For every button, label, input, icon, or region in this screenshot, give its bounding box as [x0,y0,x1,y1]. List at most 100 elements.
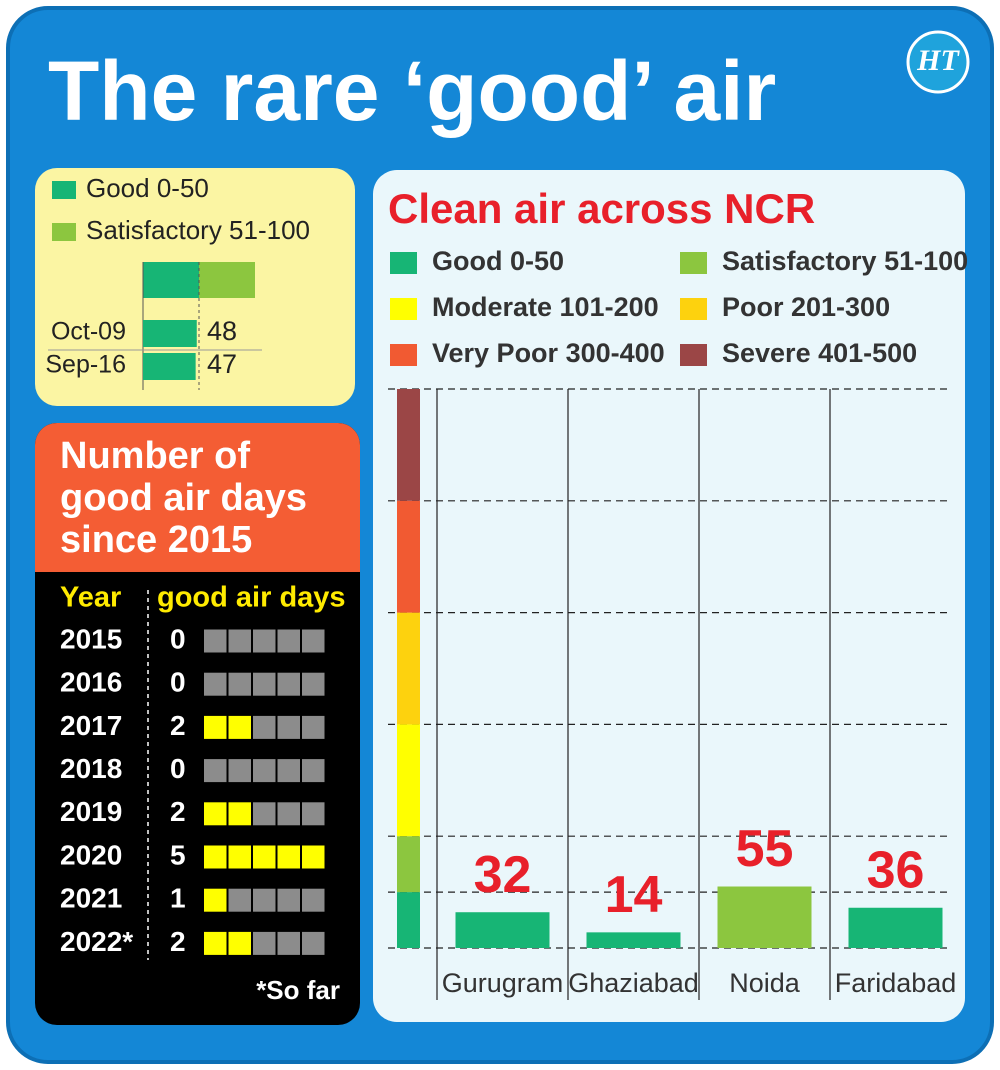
legend-swatch [680,344,707,366]
day-square [204,931,227,955]
value-label: 5 [170,839,186,870]
day-square [302,715,325,739]
category-label: Sep-16 [45,351,126,379]
scale-band [143,262,199,298]
panel-days-header [35,423,360,572]
value-label: 55 [736,820,794,878]
bar [143,320,197,347]
legend-swatch [52,223,76,241]
day-square [204,845,227,869]
scale-band [199,262,255,298]
day-square [204,759,227,783]
day-square [277,672,300,696]
scale-band [397,500,420,613]
bar [143,353,196,380]
legend-swatch [390,252,417,274]
day-square [204,672,227,696]
chart-title: Clean air across NCR [388,185,815,232]
day-square [253,715,276,739]
legend-label: Severe 401-500 [722,338,917,368]
day-squares [204,759,325,783]
value-label: 0 [170,623,186,654]
title-line: Number of [60,435,250,477]
value-label: 48 [207,316,237,346]
bar [848,907,943,948]
year-label: 2021 [60,883,122,914]
category-label: Oct-09 [51,318,126,346]
legend-swatch [680,298,707,320]
day-square [204,629,227,653]
legend-label: Satisfactory 51-100 [86,215,310,245]
day-square [228,802,251,826]
day-square [228,888,251,912]
title-line: good air days [60,477,307,519]
year-label: 2020 [60,839,122,870]
scale-band [397,724,420,837]
panel-days [35,423,360,1025]
value-label: 47 [207,349,237,379]
bar [586,932,681,948]
day-square [277,802,300,826]
year-label: 2017 [60,710,122,741]
day-square [277,845,300,869]
day-squares [204,802,325,826]
day-square [253,629,276,653]
legend-swatch [680,252,707,274]
day-squares [204,931,325,955]
day-square [228,759,251,783]
category-label: Gurugram [442,968,564,998]
day-square [228,629,251,653]
legend-label: Poor 201-300 [722,292,890,322]
day-square [253,845,276,869]
day-squares [204,888,325,912]
legend-label: Very Poor 300-400 [432,338,665,368]
value-label: 2 [170,796,186,827]
scale-band [397,892,420,948]
day-square [302,931,325,955]
logo-circle [906,30,970,94]
legend-swatch [390,344,417,366]
day-square [277,629,300,653]
day-square [253,931,276,955]
value-label: 1 [170,883,186,914]
day-square [302,802,325,826]
logo: HT [916,44,960,77]
title-line: since 2015 [60,519,252,561]
column-header: good air days [157,582,346,614]
legend-label: Good 0-50 [86,173,209,203]
bar [717,886,812,948]
day-square [253,888,276,912]
value-label: 32 [474,846,532,904]
day-square [302,759,325,783]
legend-swatch [52,181,76,199]
value-label: 14 [605,866,663,924]
footnote: *So far [256,975,340,1005]
day-square [277,759,300,783]
day-square [277,888,300,912]
year-label: 2015 [60,623,122,654]
value-label: 0 [170,667,186,698]
category-label: Faridabad [835,968,957,998]
main-title: The rare ‘good’ air [48,44,776,138]
day-square [228,845,251,869]
value-label: 36 [867,841,925,899]
day-square [228,672,251,696]
day-square [228,931,251,955]
value-label: 2 [170,926,186,957]
day-square [204,888,227,912]
value-label: 2 [170,710,186,741]
day-square [302,672,325,696]
year-label: 2022* [60,926,133,957]
day-square [204,802,227,826]
day-square [277,715,300,739]
day-squares [204,845,325,869]
bar [455,912,550,948]
day-square [277,931,300,955]
day-square [302,888,325,912]
panel-title: Number of good air days since 2015 [60,435,307,561]
panel-ncr [373,170,965,1022]
day-squares [204,629,325,653]
value-label: 0 [170,753,186,784]
year-label: 2016 [60,667,122,698]
